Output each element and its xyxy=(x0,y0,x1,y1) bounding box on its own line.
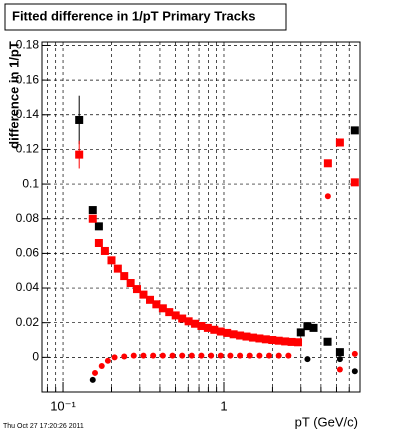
marker xyxy=(281,337,290,346)
marker xyxy=(350,178,359,187)
y-tick-label: 0.14 xyxy=(16,107,40,121)
marker xyxy=(242,332,251,341)
y-tick-label: 0.18 xyxy=(16,38,40,52)
marker xyxy=(179,352,186,359)
marker xyxy=(266,352,273,359)
marker xyxy=(248,333,257,342)
marker xyxy=(100,246,109,255)
marker xyxy=(236,331,245,340)
chart-title: Fitted difference in 1/pT Primary Tracks xyxy=(12,8,255,23)
marker xyxy=(198,352,205,359)
y-tick-label: 0.12 xyxy=(16,142,40,156)
marker xyxy=(126,279,135,288)
marker xyxy=(191,319,200,328)
marker xyxy=(336,356,343,363)
marker xyxy=(107,256,116,265)
marker xyxy=(303,322,312,331)
marker xyxy=(197,321,206,330)
marker xyxy=(159,352,166,359)
y-tick-label: 0.1 xyxy=(22,176,39,190)
marker xyxy=(75,115,84,124)
marker xyxy=(223,328,232,337)
marker xyxy=(261,335,270,344)
marker xyxy=(335,348,344,357)
marker xyxy=(287,337,296,346)
marker xyxy=(178,314,187,323)
y-tick-label: 0.04 xyxy=(16,280,40,294)
y-axis-label: difference in 1/pT xyxy=(6,41,21,149)
marker xyxy=(92,369,99,376)
marker xyxy=(146,295,155,304)
marker xyxy=(120,272,129,281)
marker xyxy=(227,352,234,359)
marker xyxy=(75,150,84,159)
marker xyxy=(246,352,253,359)
marker xyxy=(184,317,193,326)
marker xyxy=(169,352,176,359)
marker xyxy=(139,290,148,299)
marker xyxy=(335,138,344,147)
plot-frame xyxy=(41,41,361,393)
marker xyxy=(237,352,244,359)
marker xyxy=(304,356,311,363)
marker xyxy=(165,308,174,317)
marker xyxy=(210,325,219,334)
x-axis-label: pT (GeV/c) xyxy=(295,414,358,429)
marker xyxy=(140,352,147,359)
marker xyxy=(111,354,118,361)
marker xyxy=(296,328,305,337)
marker xyxy=(121,353,128,360)
marker xyxy=(203,323,212,332)
marker xyxy=(171,311,180,320)
marker xyxy=(294,338,303,347)
marker xyxy=(216,327,225,336)
marker xyxy=(130,352,137,359)
marker xyxy=(350,126,359,135)
x-tick-label: 10⁻¹ xyxy=(50,398,76,413)
marker xyxy=(88,206,97,215)
marker xyxy=(188,352,195,359)
marker xyxy=(150,352,157,359)
marker xyxy=(132,285,141,294)
y-tick-label: 0.08 xyxy=(16,211,40,225)
marker xyxy=(229,330,238,339)
marker xyxy=(255,334,264,343)
marker xyxy=(323,337,332,346)
marker xyxy=(268,336,277,345)
marker xyxy=(323,159,332,168)
marker xyxy=(94,238,103,247)
marker xyxy=(88,214,97,223)
title-box xyxy=(4,3,287,31)
marker xyxy=(351,350,358,357)
marker xyxy=(217,352,224,359)
marker xyxy=(324,193,331,200)
marker xyxy=(274,336,283,345)
y-tick-label: 0.02 xyxy=(16,315,40,329)
marker xyxy=(152,300,161,309)
marker xyxy=(104,357,111,364)
marker xyxy=(94,222,103,231)
marker xyxy=(309,323,318,332)
marker xyxy=(351,368,358,375)
marker xyxy=(208,352,215,359)
x-tick-label: 1 xyxy=(220,398,227,413)
marker xyxy=(89,376,96,383)
marker xyxy=(158,304,167,313)
marker xyxy=(98,363,105,370)
marker xyxy=(256,352,263,359)
marker xyxy=(113,264,122,273)
y-tick-label: 0.06 xyxy=(16,246,40,260)
y-tick-label: 0 xyxy=(32,350,39,364)
marker xyxy=(336,366,343,373)
marker xyxy=(275,352,282,359)
marker xyxy=(285,352,292,359)
timestamp: Thu Oct 27 17:20:26 2011 xyxy=(3,423,84,430)
y-tick-label: 0.16 xyxy=(16,72,40,86)
